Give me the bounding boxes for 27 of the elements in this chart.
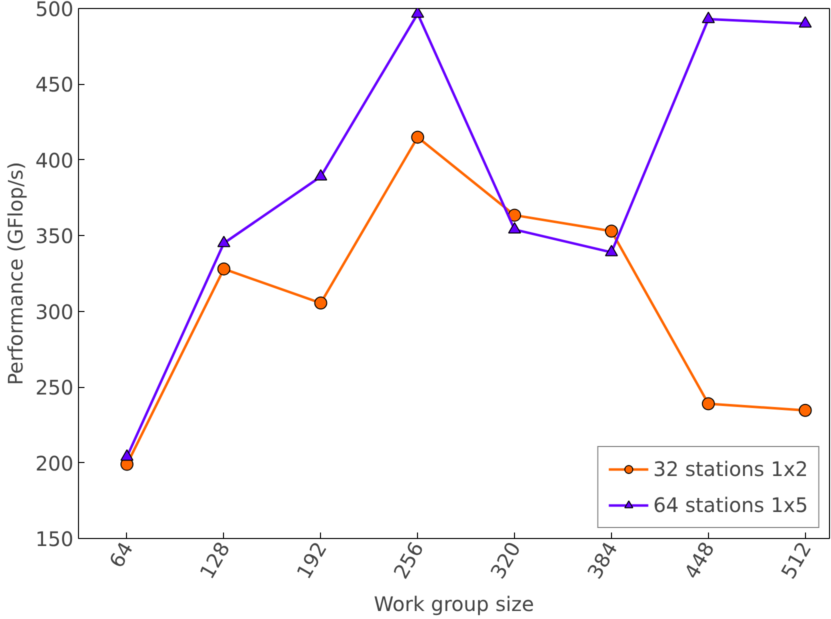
y-tick-label: 250 [35,376,74,400]
y-tick-label: 150 [35,527,74,551]
point [798,16,812,28]
y-tick-label: 500 [35,0,74,21]
point [411,8,424,18]
y-axis-title: Performance (GFlop/s) [3,162,28,386]
y-tick-label: 400 [35,148,74,172]
y-tick-label: 200 [35,451,74,476]
y-tick-label: 300 [35,300,74,324]
legend-label: 32 stations 1x2 [653,457,808,481]
point [702,397,715,410]
legend-label: 64 stations 1x5 [653,493,808,517]
point [508,208,522,222]
y-tick-label: 450 [35,72,74,97]
y-tick-label: 350 [35,224,74,248]
point [508,222,522,234]
point [798,404,812,417]
point [217,262,230,276]
point [314,169,328,181]
point [702,12,715,24]
point [314,296,328,310]
point [604,244,618,256]
x-tick-label: 64 [104,538,138,572]
point [604,224,618,238]
point [411,130,424,144]
x-axis-title: Work group size [374,592,534,616]
point [217,236,230,248]
